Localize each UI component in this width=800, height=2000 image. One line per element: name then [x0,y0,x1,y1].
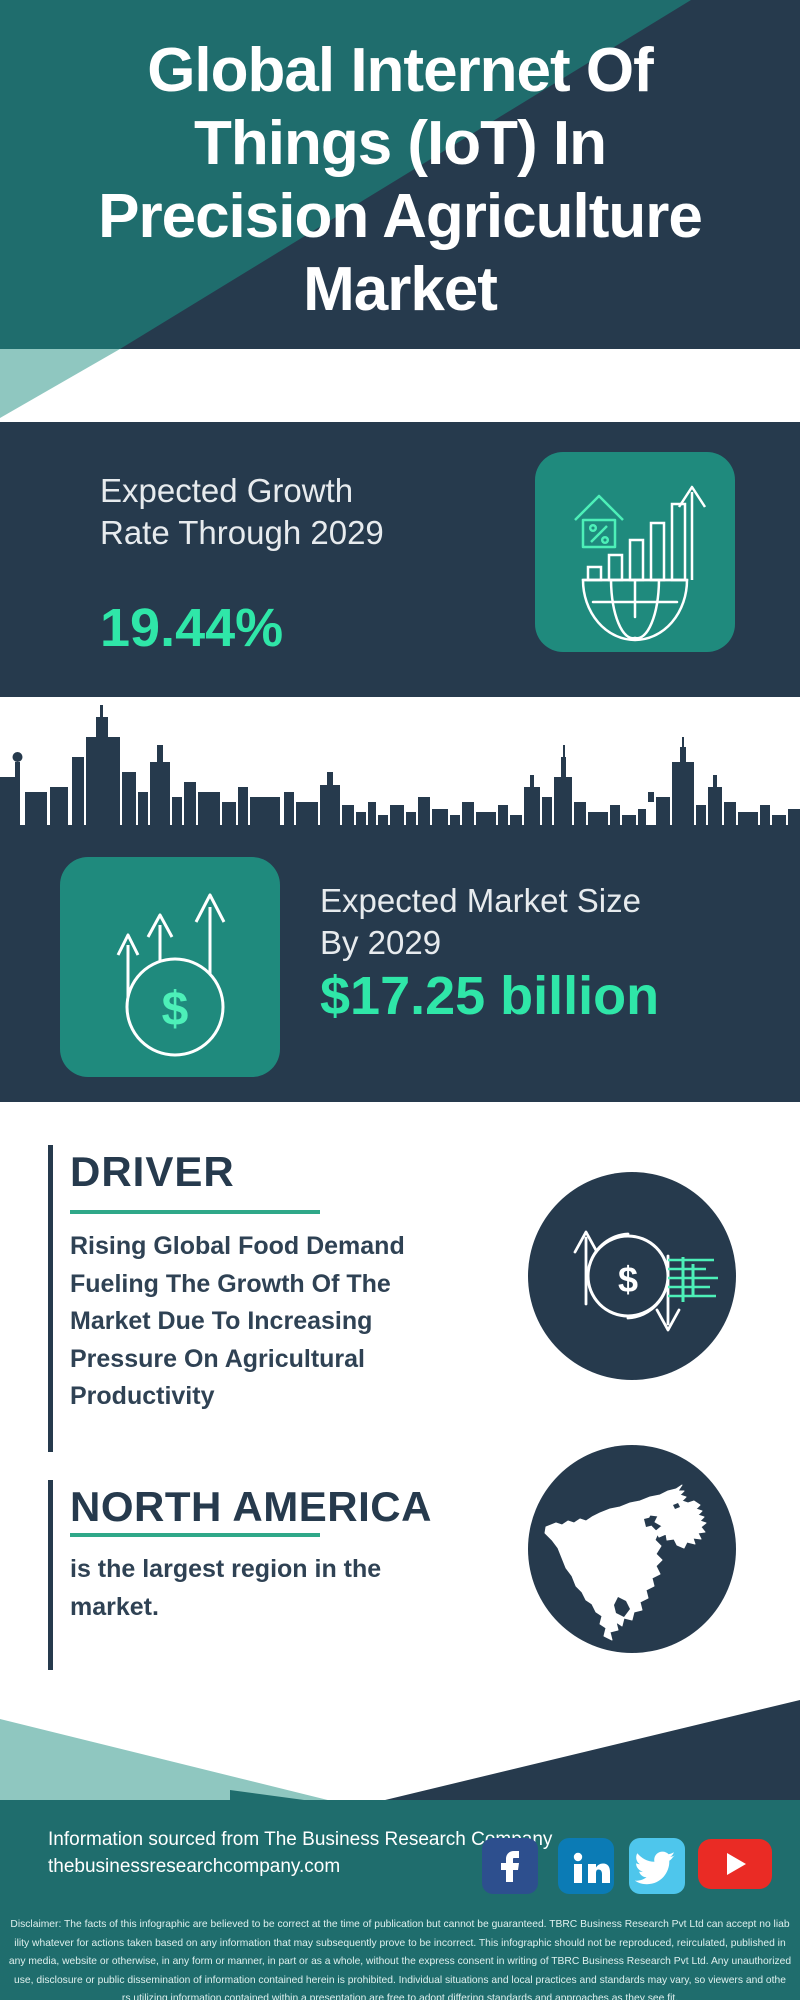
svg-text:$: $ [618,1259,638,1300]
svg-text:$: $ [162,983,189,1036]
